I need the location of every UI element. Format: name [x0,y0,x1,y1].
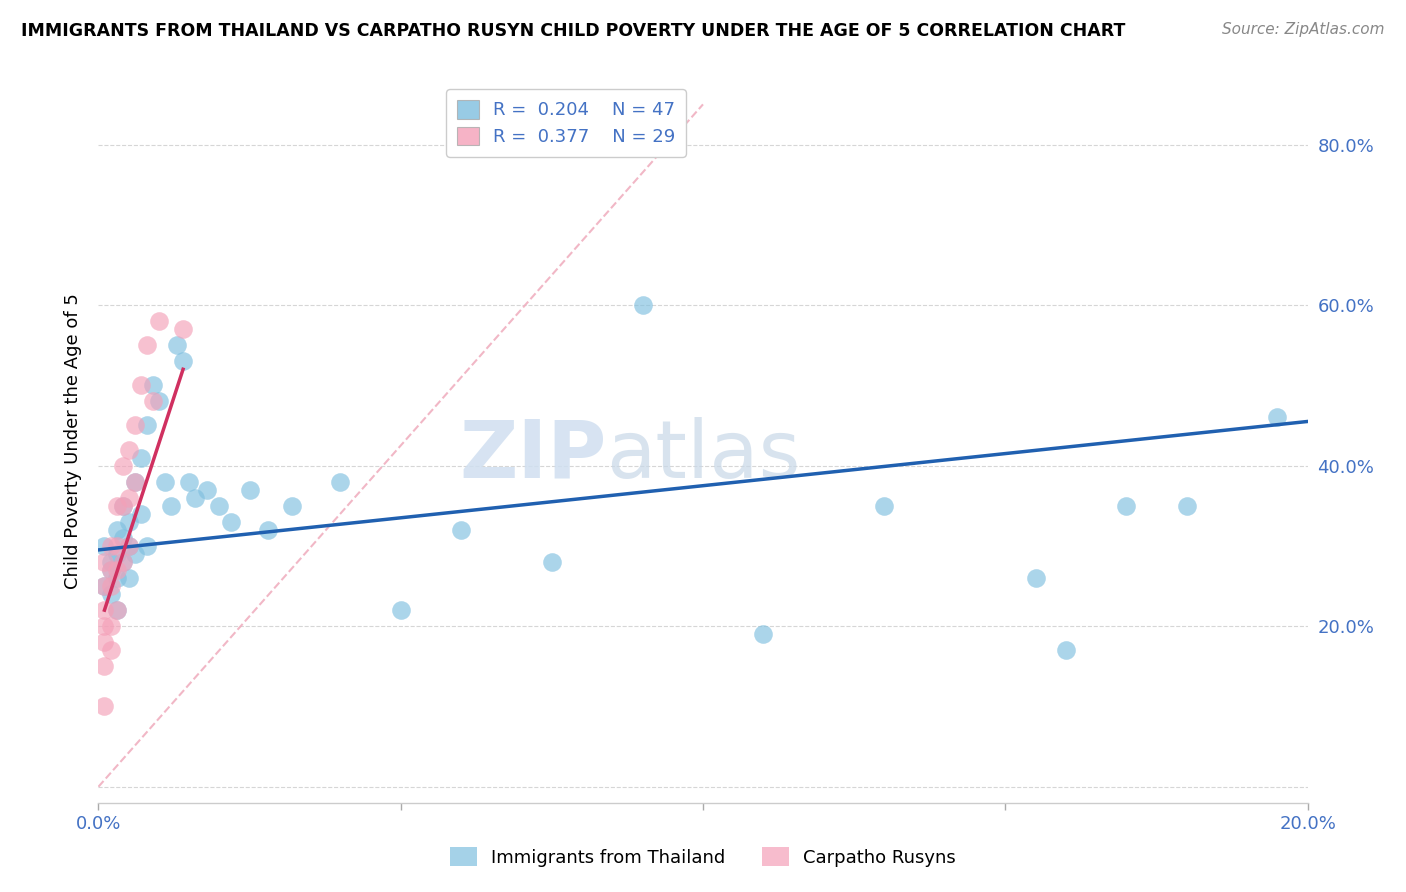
Point [329,475,352,489]
Point [142,394,165,409]
Point [111,499,134,513]
Point [105,547,128,561]
Point [239,483,262,497]
Text: atlas: atlas [606,417,800,495]
Point [221,515,243,529]
Point [118,491,141,505]
Point [93,619,115,633]
Point [184,491,207,505]
Text: Source: ZipAtlas.com: Source: ZipAtlas.com [1222,22,1385,37]
Y-axis label: Child Poverty Under the Age of 5: Child Poverty Under the Age of 5 [63,293,82,590]
Point [111,555,134,569]
Point [631,298,654,312]
Point [105,523,128,537]
Point [118,571,141,585]
Text: IMMIGRANTS FROM THAILAND VS CARPATHO RUSYN CHILD POVERTY UNDER THE AGE OF 5 CORR: IMMIGRANTS FROM THAILAND VS CARPATHO RUS… [21,22,1125,40]
Point [93,659,115,673]
Point [93,555,115,569]
Point [1175,499,1198,513]
Point [93,699,115,714]
Point [118,539,141,553]
Point [160,499,183,513]
Point [118,539,141,553]
Point [256,523,278,537]
Point [118,442,141,457]
Point [100,555,122,569]
Point [118,515,141,529]
Point [153,475,176,489]
Point [135,539,157,553]
Point [100,579,122,593]
Point [1115,499,1137,513]
Point [105,563,128,577]
Point [129,450,152,465]
Point [124,418,146,433]
Point [105,603,128,617]
Point [93,579,115,593]
Point [172,354,194,368]
Point [111,499,134,513]
Point [100,563,122,577]
Point [135,418,157,433]
Point [166,338,188,352]
Point [100,619,122,633]
Point [105,603,128,617]
Point [208,499,231,513]
Point [93,579,115,593]
Point [172,322,194,336]
Point [142,378,165,392]
Point [148,394,170,409]
Point [100,587,122,601]
Point [105,571,128,585]
Point [752,627,775,641]
Point [1054,643,1077,657]
Point [100,563,122,577]
Point [111,531,134,545]
Legend: Immigrants from Thailand, Carpatho Rusyns: Immigrants from Thailand, Carpatho Rusyn… [443,840,963,874]
Point [179,475,201,489]
Point [111,555,134,569]
Point [100,539,122,553]
Point [281,499,304,513]
Point [540,555,562,569]
Point [93,539,115,553]
Point [124,547,146,561]
Point [135,338,157,352]
Legend: R =  0.204    N = 47, R =  0.377    N = 29: R = 0.204 N = 47, R = 0.377 N = 29 [446,89,686,157]
Point [148,314,170,328]
Point [1024,571,1046,585]
Point [124,475,146,489]
Point [105,539,128,553]
Point [100,643,122,657]
Point [129,378,152,392]
Point [105,499,128,513]
Point [93,603,115,617]
Text: ZIP: ZIP [458,417,606,495]
Point [389,603,412,617]
Point [93,635,115,649]
Point [450,523,472,537]
Point [124,475,146,489]
Point [195,483,218,497]
Point [129,507,152,521]
Point [111,458,134,473]
Point [1267,410,1289,425]
Point [873,499,896,513]
